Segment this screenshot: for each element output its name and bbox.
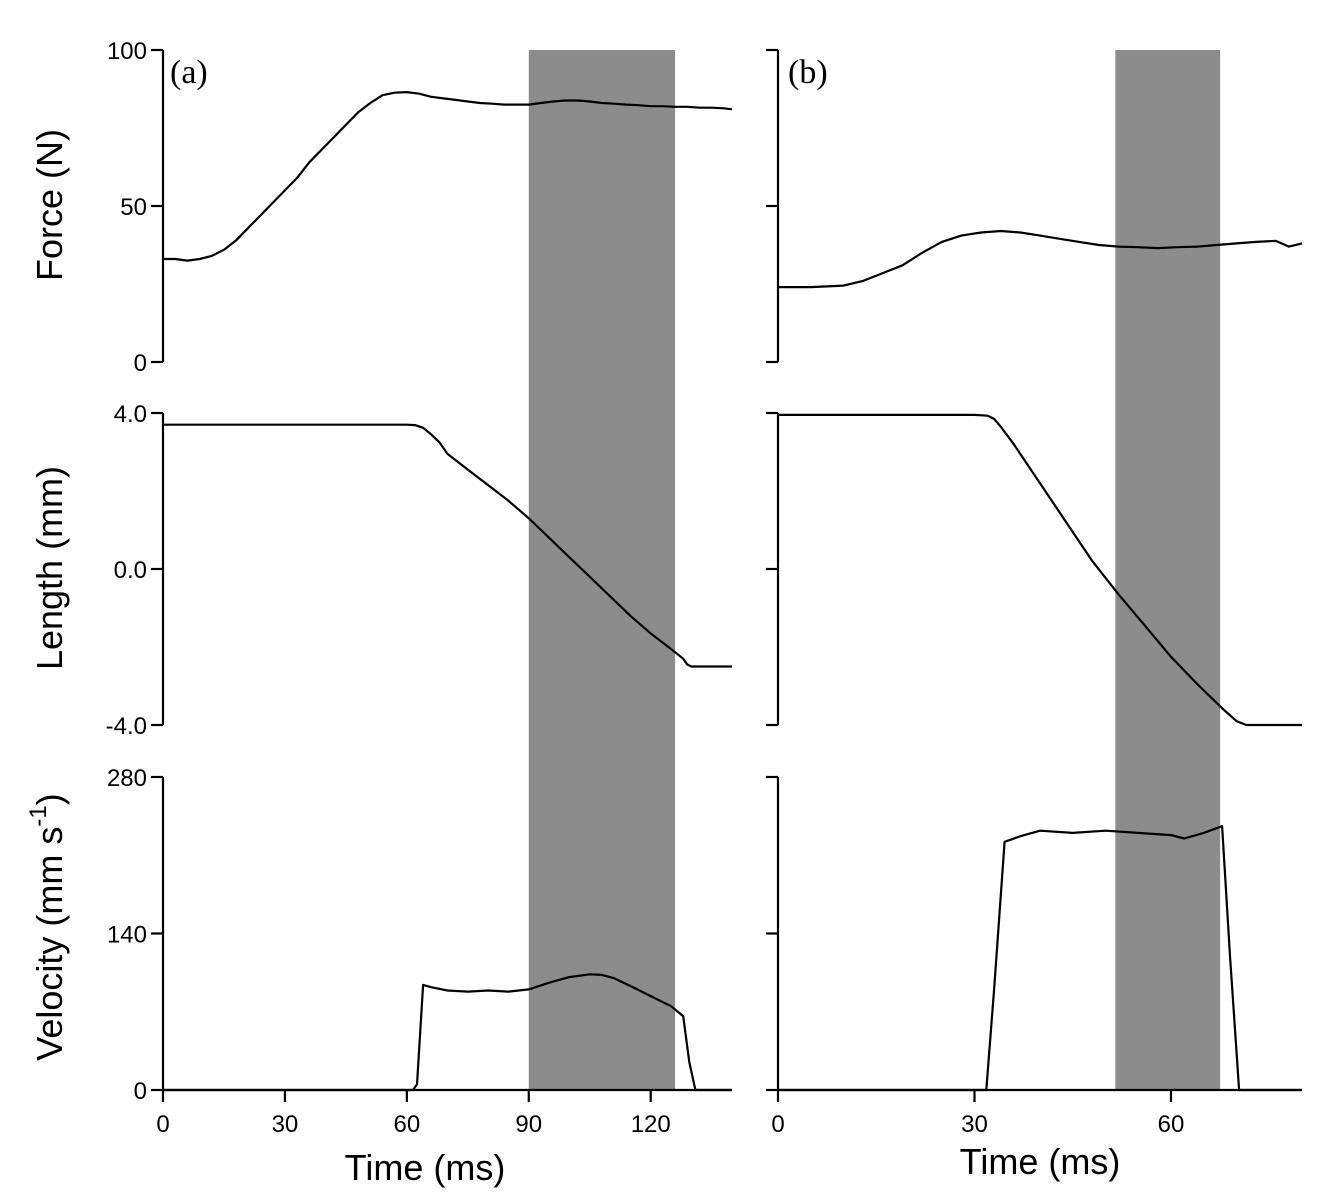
force-trace-b <box>778 229 1303 289</box>
length-axis-title: Length (mm) <box>29 466 70 670</box>
velocity-y-tick-label-a: 0 <box>134 1078 147 1105</box>
velocity-y-tick-label-a: 140 <box>107 922 147 949</box>
velocity-axes-b <box>766 775 780 1092</box>
x-tick-label-b: 60 <box>1158 1111 1185 1138</box>
velocity-axis-title-sup: -1 <box>25 805 52 826</box>
force-trace-a <box>163 91 733 262</box>
series-lines-b <box>778 229 1303 1092</box>
force-y-tick-label-a: 50 <box>120 194 147 221</box>
shaded-interval-a <box>528 50 676 1090</box>
x-tick-label-a: 30 <box>272 1111 299 1138</box>
x-tick-label-a: 0 <box>156 1111 169 1138</box>
x-tick-label-a: 120 <box>631 1111 671 1138</box>
velocity-trace-a <box>163 973 732 1092</box>
velocity-axis-title-main: Velocity (mm s <box>29 827 70 1061</box>
velocity-trace-b <box>778 825 1302 1092</box>
length-y-tick-label-a: 0.0 <box>114 557 147 584</box>
force-axis-title: Force (N) <box>29 129 70 281</box>
x-tick-label-b: 30 <box>961 1111 988 1138</box>
time-axis-title-b: Time (ms) <box>960 1141 1121 1182</box>
velocity-axis-title: Velocity (mm s-1) <box>25 793 70 1060</box>
velocity-y-tick-label-a: 280 <box>107 765 147 792</box>
series-lines-a <box>163 91 733 1092</box>
length-trace-b <box>778 413 1302 727</box>
length-y-tick-label-a: -4.0 <box>106 713 147 740</box>
length-trace-a <box>163 423 732 668</box>
length-y-tick-label-a: 4.0 <box>114 401 147 428</box>
panel-label-b: (b) <box>788 54 828 91</box>
panel-label-a: (a) <box>170 54 208 91</box>
x-tick-label-b: 0 <box>771 1111 784 1138</box>
force-axes-a: 0 50 100 <box>107 38 165 377</box>
panel-a: 0 50 100 -4.0 0.0 4.0 0 140 280 0 30 60 90 120 (a) <box>106 38 733 1138</box>
time-axis-b: 0 30 60 <box>771 1088 1302 1138</box>
x-tick-label-a: 60 <box>394 1111 421 1138</box>
length-axes-b <box>766 411 780 727</box>
velocity-axis-title-close: ) <box>29 793 70 805</box>
force-axes-b <box>766 48 780 364</box>
panel-b: 0 30 60 (b) <box>766 48 1303 1138</box>
velocity-axes-a: 0 140 280 <box>107 765 165 1105</box>
force-y-tick-label-a: 100 <box>107 38 147 65</box>
x-tick-label-a: 90 <box>515 1111 542 1138</box>
time-axis-a: 0 30 60 90 120 <box>156 1088 732 1138</box>
shaded-interval-b <box>1115 50 1221 1090</box>
force-y-tick-label-a: 0 <box>134 350 147 377</box>
length-axes-a: -4.0 0.0 4.0 <box>106 401 165 740</box>
time-axis-title-a: Time (ms) <box>345 1147 506 1188</box>
